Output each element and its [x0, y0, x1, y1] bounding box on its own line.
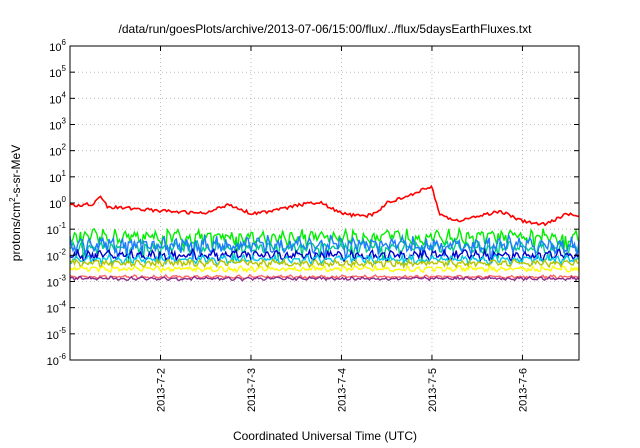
grid	[70, 46, 579, 360]
y-tick-label: 10-4	[47, 300, 67, 316]
y-tick-base: 10	[49, 42, 61, 54]
y-tick-base: 10	[49, 121, 61, 133]
chart-title: /data/run/goesPlots/archive/2013-07-06/1…	[119, 22, 533, 36]
y-tick-exponent: 2	[62, 143, 67, 152]
series-line	[69, 257, 580, 270]
y-tick-base: 10	[47, 356, 59, 368]
y-tick-exponent: -1	[59, 221, 67, 230]
y-tick-exponent: -5	[59, 326, 67, 335]
series-group	[69, 184, 580, 282]
y-tick-label: 103	[49, 117, 66, 133]
y-tick-label: 102	[49, 143, 66, 159]
x-tick-label: 2013-7-4	[336, 368, 348, 412]
y-tick-label: 10-1	[47, 221, 67, 237]
y-tick-exponent: -3	[59, 274, 67, 283]
y-tick-base: 10	[49, 68, 61, 80]
series-line	[69, 273, 580, 281]
y-tick-exponent: -2	[59, 247, 67, 256]
y-tick-label: 10-5	[47, 326, 67, 342]
y-tick-base: 10	[47, 251, 59, 263]
y-tick-label: 10-2	[47, 247, 67, 263]
y-axis-label-post: -s-sr-MeV	[9, 145, 23, 198]
x-tick-label: 2013-7-2	[155, 368, 167, 412]
y-tick-exponent: 3	[62, 117, 67, 126]
y-tick-base: 10	[47, 304, 59, 316]
y-tick-exponent: 0	[62, 195, 67, 204]
x-tick-label: 2013-7-5	[427, 368, 439, 412]
series-line	[69, 247, 580, 264]
y-axis-label-pre: protons/cm	[9, 202, 23, 261]
y-tick-base: 10	[49, 173, 61, 185]
y-tick-exponent: 6	[62, 38, 67, 47]
y-tick-base: 10	[47, 330, 59, 342]
y-tick-exponent: 5	[62, 64, 67, 73]
y-tick-label: 106	[49, 38, 66, 54]
series-line	[69, 264, 580, 274]
y-tick-base: 10	[47, 225, 59, 237]
y-tick-base: 10	[47, 278, 59, 290]
y-tick-label: 104	[49, 90, 66, 106]
x-tick-label: 2013-7-6	[517, 368, 529, 412]
x-axis-label: Coordinated Universal Time (UTC)	[233, 429, 417, 443]
y-tick-exponent: -4	[59, 300, 67, 309]
y-tick-exponent: 1	[62, 169, 67, 178]
y-tick-exponent: 4	[62, 90, 67, 99]
y-axis: 10610510410310210110010-110-210-310-410-…	[47, 38, 579, 368]
y-tick-base: 10	[49, 147, 61, 159]
series-line-red	[69, 184, 580, 227]
y-axis-label: protons/cm2-s-sr-MeV	[8, 145, 23, 261]
x-tick-label: 2013-7-3	[246, 368, 258, 412]
y-axis-label-sup: 2	[8, 197, 17, 202]
y-tick-label: 100	[49, 195, 66, 211]
y-tick-label: 10-3	[47, 274, 67, 290]
y-tick-base: 10	[49, 94, 61, 106]
x-axis: 2013-7-2 2013-7-3 2013-7-4 2013-7-5 2013-7-6	[155, 46, 529, 412]
y-tick-label: 105	[49, 64, 66, 80]
series-line	[69, 275, 580, 282]
y-tick-label: 10-6	[47, 352, 67, 368]
y-tick-label: 101	[49, 169, 66, 185]
series-line	[69, 226, 580, 252]
y-tick-base: 10	[49, 199, 61, 211]
y-tick-exponent: -6	[59, 352, 67, 361]
